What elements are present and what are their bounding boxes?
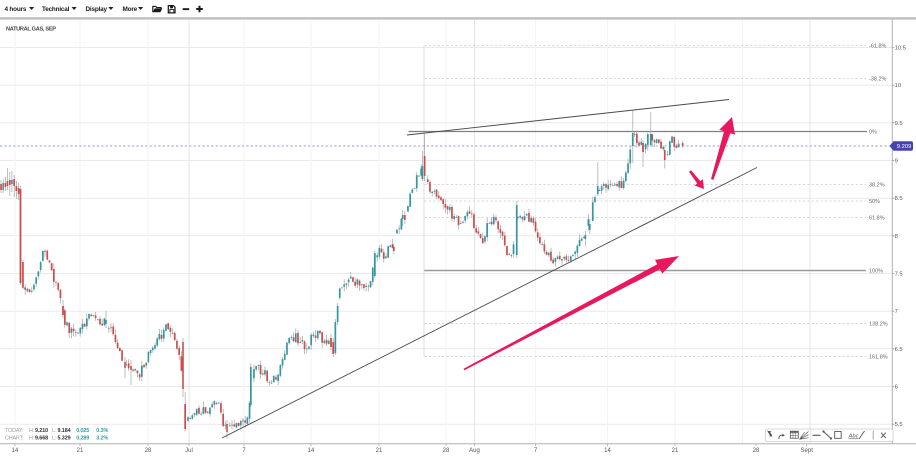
svg-text:TODAY:: TODAY:: [5, 428, 23, 434]
svg-text:H:: H:: [29, 435, 34, 441]
svg-text:8.5: 8.5: [895, 196, 903, 202]
svg-text:28: 28: [145, 448, 152, 454]
svg-text:6: 6: [895, 385, 898, 391]
svg-text:7: 7: [534, 448, 538, 454]
svg-text:CHART:: CHART:: [5, 435, 24, 441]
svg-text:21: 21: [672, 448, 679, 454]
svg-text:Technical: Technical: [42, 6, 70, 13]
svg-text:L:: L:: [52, 428, 57, 434]
svg-text:161.8%: 161.8%: [869, 354, 888, 360]
svg-text:9.668: 9.668: [35, 435, 48, 441]
svg-text:6.5: 6.5: [895, 347, 903, 353]
svg-text:Display: Display: [86, 6, 108, 13]
svg-text:Sept: Sept: [801, 448, 814, 454]
svg-text:0.289: 0.289: [76, 435, 89, 441]
svg-text:L:: L:: [52, 435, 57, 441]
svg-text:5.329: 5.329: [58, 435, 71, 441]
svg-text:21: 21: [376, 448, 383, 454]
svg-text:More: More: [123, 6, 138, 13]
svg-text:Jul: Jul: [185, 448, 193, 454]
svg-text:7: 7: [895, 309, 898, 315]
svg-text:7: 7: [242, 448, 246, 454]
svg-text:61.8%: 61.8%: [869, 215, 885, 221]
svg-text:5.5: 5.5: [895, 422, 903, 428]
svg-text:7.5: 7.5: [895, 272, 903, 278]
svg-text:Abc: Abc: [848, 434, 859, 440]
svg-text:Aug: Aug: [469, 448, 480, 454]
svg-text:21: 21: [77, 448, 84, 454]
svg-text:4 hours: 4 hours: [5, 6, 27, 13]
svg-text:9.210: 9.210: [35, 428, 48, 434]
svg-text:9: 9: [895, 159, 898, 165]
svg-text:9.209: 9.209: [897, 144, 912, 150]
svg-text:9.184: 9.184: [58, 428, 71, 434]
svg-text:8: 8: [895, 234, 898, 240]
svg-text:100%: 100%: [869, 269, 883, 275]
svg-text:0.3%: 0.3%: [96, 428, 108, 434]
svg-text:9.5: 9.5: [895, 121, 903, 127]
svg-text:50%: 50%: [869, 199, 880, 205]
svg-text:0%: 0%: [869, 130, 877, 136]
svg-text:H:: H:: [29, 428, 34, 434]
svg-text:138.2%: 138.2%: [869, 322, 888, 328]
svg-text:28: 28: [443, 448, 450, 454]
svg-text:14: 14: [308, 448, 315, 454]
svg-text:-38.2%: -38.2%: [869, 76, 887, 82]
svg-text:10.5: 10.5: [895, 46, 906, 52]
svg-text:NATURAL GAS, SEP: NATURAL GAS, SEP: [6, 27, 56, 33]
svg-text:38.2%: 38.2%: [869, 183, 885, 189]
svg-text:10: 10: [895, 83, 901, 89]
svg-text:14: 14: [12, 448, 19, 454]
svg-text:3.2%: 3.2%: [96, 435, 108, 441]
svg-text:28: 28: [753, 448, 760, 454]
svg-text:-61.8%: -61.8%: [869, 44, 887, 50]
svg-text:0.025: 0.025: [76, 428, 89, 434]
svg-text:14: 14: [604, 448, 611, 454]
